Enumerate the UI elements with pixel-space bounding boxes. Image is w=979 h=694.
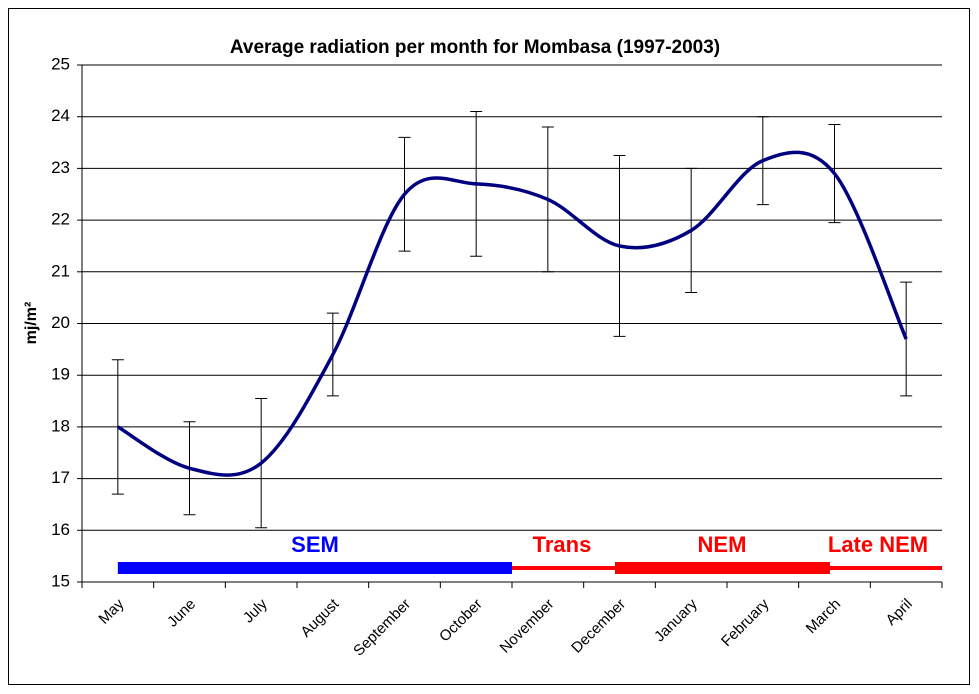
y-tick-label: 24 [51,106,70,125]
y-tick-label: 25 [51,54,70,73]
season-bar [117,562,512,574]
y-tick-label: 20 [51,313,70,332]
y-tick-label: 17 [51,468,70,487]
y-tick-label: 23 [51,158,70,177]
season-label: Trans [533,532,592,557]
season-bar [512,566,615,570]
frame [8,8,970,685]
chart-title: Average radiation per month for Mombasa … [230,37,720,58]
season-label: Late NEM [828,532,928,557]
error-bar [900,281,913,397]
y-tick-label: 15 [51,571,70,590]
y-axis-label: mj/m² [23,302,40,345]
season-label: SEM [291,532,339,557]
line [116,150,908,477]
season-bar [830,566,942,570]
season-label: NEM [698,532,747,557]
y-tick-label: 18 [51,416,70,435]
y-tick-label: 16 [51,520,70,539]
error-bar [111,359,124,495]
y-tick-label: 21 [51,261,70,280]
y-tick-label: 19 [51,365,70,384]
season-bar [615,562,830,574]
y-tick-label: 22 [51,210,70,229]
